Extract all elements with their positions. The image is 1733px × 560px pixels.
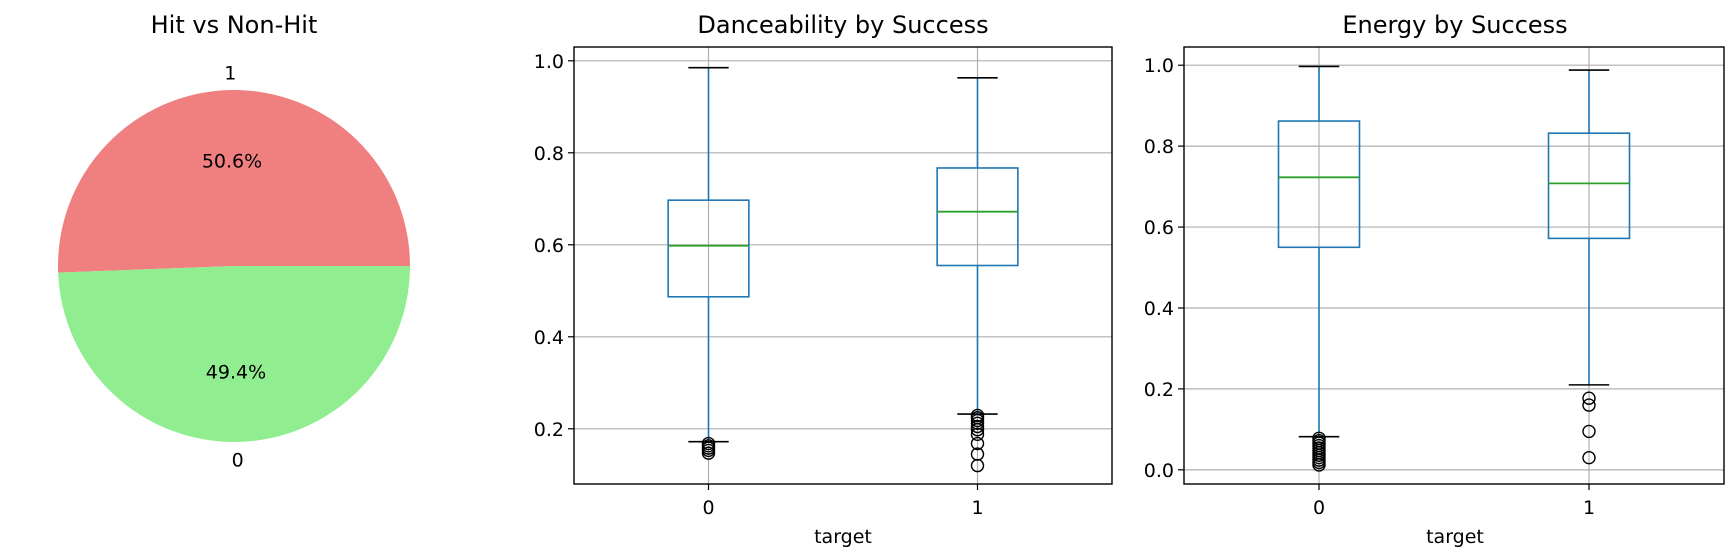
y-tick-label: 0.6	[534, 235, 564, 257]
outlier-point	[970, 419, 985, 434]
outlier-point	[1582, 398, 1596, 412]
pie-pct-label-0: 49.4%	[206, 362, 266, 384]
outlier-point	[970, 427, 985, 442]
y-tick-label: 0.4	[1144, 298, 1174, 320]
y-tick-label: 0.2	[534, 419, 564, 441]
pie-slice-0	[58, 266, 410, 443]
y-tick-label: 0.8	[1144, 136, 1174, 158]
energy-title: Energy by Success	[1342, 11, 1567, 39]
outlier-point	[1312, 431, 1326, 445]
y-tick-label: 0.8	[534, 143, 564, 165]
y-tick-label: 0.0	[1144, 460, 1174, 482]
pie-category-label-0: 0	[232, 450, 244, 472]
outlier-point	[970, 408, 985, 423]
box-1	[1547, 132, 1631, 240]
danceability-boxplot: Danceability by Success target 0.2 0.4 0.6…	[534, 11, 1113, 548]
energy-xlabel: target	[1426, 526, 1484, 548]
y-tick-label: 0.4	[534, 327, 564, 349]
pie-pct-label-1: 50.6%	[202, 150, 262, 172]
box-0	[667, 199, 750, 298]
axes-frame	[573, 46, 1113, 485]
box-1	[936, 167, 1019, 267]
box-0	[1277, 120, 1361, 249]
outlier-point	[1582, 424, 1596, 439]
danceability-xlabel: target	[814, 526, 872, 548]
outlier-point	[1582, 450, 1596, 465]
y-tick-label: 0.2	[1144, 379, 1174, 401]
danceability-title: Danceability by Success	[697, 11, 988, 39]
pie-category-label-1: 1	[224, 62, 236, 84]
outlier-point	[970, 436, 985, 451]
outlier-point	[1582, 391, 1596, 405]
x-tick-label: 0	[702, 497, 714, 519]
outlier-point	[701, 436, 716, 451]
x-tick-label: 1	[1583, 497, 1595, 519]
outlier-point	[970, 447, 985, 461]
pie-title: Hit vs Non-Hit	[151, 11, 318, 39]
x-tick-label: 1	[971, 497, 983, 519]
x-tick-label: 0	[1313, 497, 1325, 519]
pie-chart: Hit vs Non-Hit 50.6% 1 49.4% 0	[57, 11, 410, 472]
y-tick-label: 1.0	[534, 51, 564, 73]
pie-slice-1	[57, 90, 410, 273]
energy-boxplot: Energy by Success target 0.0 0.2 0.4 0.6 0.8…	[1144, 11, 1725, 548]
y-tick-label: 0.6	[1144, 217, 1174, 239]
y-tick-label: 1.0	[1144, 55, 1174, 77]
axes-frame	[1183, 46, 1725, 485]
